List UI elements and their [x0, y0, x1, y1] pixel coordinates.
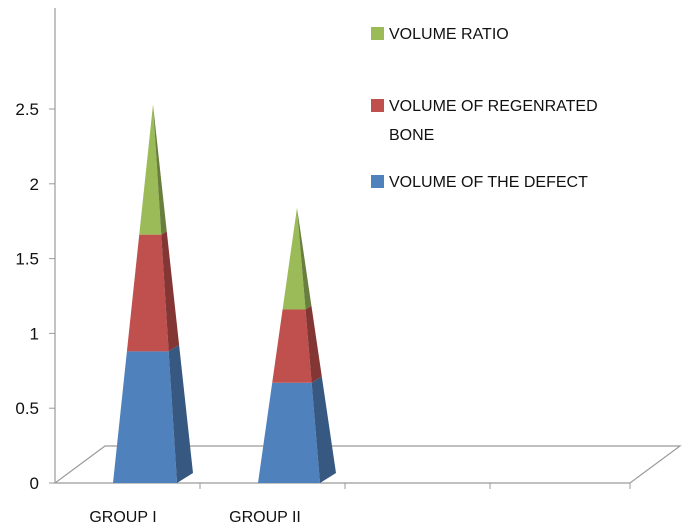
bar-group: [113, 104, 193, 483]
legend-label: VOLUME OF THE DEFECT: [389, 174, 588, 191]
legend: VOLUME RATIO VOLUME OF REGENRATED BONE VOLU…: [371, 26, 598, 191]
legend-swatch: [371, 99, 384, 112]
bar-group: [258, 207, 336, 483]
bar-segment-side: [311, 376, 336, 483]
bar-segment-side: [297, 207, 312, 310]
legend-swatch: [371, 175, 384, 188]
bar-segment-side: [153, 104, 167, 235]
y-axis: 0 0.5 1 1.5 2 2.5: [15, 8, 56, 493]
bar-segment: [272, 309, 312, 383]
bar-segment: [282, 207, 306, 310]
floor-plane: [53, 445, 682, 484]
bar-segment-side: [168, 344, 193, 483]
bar-segment: [258, 382, 320, 483]
legend-label: BONE: [389, 127, 434, 144]
bar-segment-side: [161, 231, 180, 352]
y-tick-label: 1: [30, 324, 39, 343]
x-category-label: GROUP II: [229, 509, 301, 526]
y-tick-label: 1.5: [15, 250, 39, 269]
x-category-label: GROUP I: [89, 509, 156, 526]
y-tick-label: 0.5: [15, 399, 39, 418]
bar-segment: [139, 104, 162, 235]
legend-swatch: [371, 27, 384, 40]
bar-segment: [113, 351, 177, 483]
x-axis: GROUP I GROUP II: [89, 509, 301, 526]
legend-label: VOLUME OF REGENRATED: [389, 98, 598, 115]
y-tick-label: 2.5: [15, 100, 39, 119]
bar-segment: [126, 234, 169, 352]
legend-label: VOLUME RATIO: [389, 26, 509, 43]
plot-area: [113, 104, 336, 483]
bar-segment-side: [305, 305, 322, 383]
chart-floor: [53, 445, 682, 489]
y-tick-label: 0: [30, 474, 39, 493]
y-tick-label: 2: [30, 175, 39, 194]
